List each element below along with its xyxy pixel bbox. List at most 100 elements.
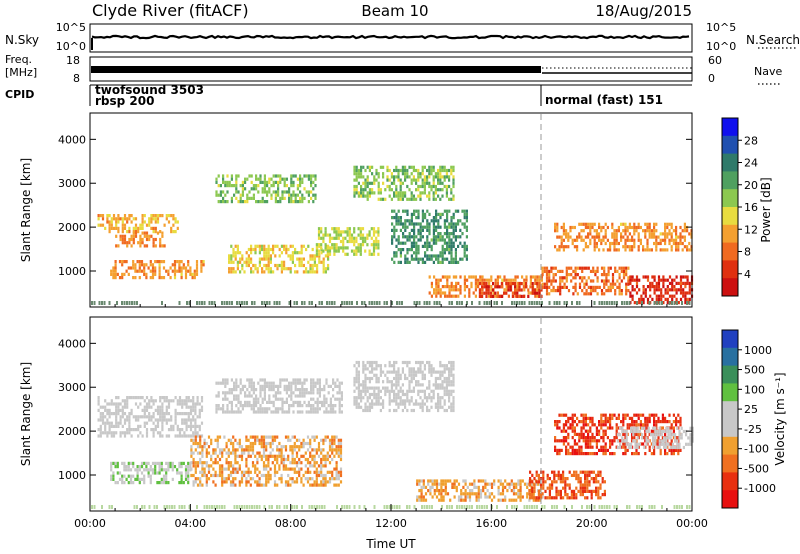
range-gate-cell xyxy=(353,380,356,384)
range-gate-cell xyxy=(295,451,299,455)
range-gate-cell xyxy=(236,267,239,271)
range-gate-cell xyxy=(145,428,149,432)
range-gate-cell xyxy=(318,394,321,398)
range-gate-cell xyxy=(159,230,162,234)
range-gate-cell xyxy=(320,461,323,465)
range-gate-cell xyxy=(684,291,687,295)
range-gate-cell xyxy=(143,234,146,238)
range-gate-cell xyxy=(123,402,127,406)
range-gate-cell xyxy=(140,477,144,481)
range-gate-cell xyxy=(181,421,184,425)
range-gate-cell xyxy=(485,278,488,282)
range-gate-cell xyxy=(272,404,275,408)
range-gate-cell xyxy=(241,193,244,197)
range-gate-cell xyxy=(558,235,561,239)
range-gate-cell xyxy=(277,391,280,395)
range-gate-cell xyxy=(646,248,649,252)
range-gate-cell xyxy=(267,247,270,252)
range-gate-cell xyxy=(288,407,291,411)
range-gate-cell xyxy=(386,380,389,384)
range-gate-cell xyxy=(603,266,606,270)
range-gate-cell xyxy=(337,483,340,487)
colorbar-tick-label: 16 xyxy=(744,201,758,214)
range-gate-cell xyxy=(441,251,444,255)
range-gate-cell xyxy=(307,391,310,395)
range-gate-cell xyxy=(299,410,302,414)
range-gate-cell xyxy=(236,441,239,446)
range-gate-cell xyxy=(91,301,93,305)
range-gate-cell xyxy=(428,172,431,176)
range-gate-cell xyxy=(269,270,272,274)
range-gate-cell xyxy=(451,482,454,486)
range-gate-cell xyxy=(490,278,493,282)
range-gate-cell xyxy=(556,452,559,456)
range-gate-cell xyxy=(170,226,173,230)
range-gate-cell xyxy=(377,197,380,201)
range-gate-cell xyxy=(121,477,124,481)
range-gate-cell xyxy=(296,177,299,181)
range-gate-cell xyxy=(450,232,453,236)
range-gate-cell xyxy=(388,168,391,173)
range-gate-cell xyxy=(333,301,336,305)
range-gate-cell xyxy=(267,464,270,468)
range-gate-cell xyxy=(350,236,354,240)
range-gate-cell xyxy=(444,479,447,483)
range-gate-cell xyxy=(646,301,650,305)
range-gate-cell xyxy=(145,263,148,267)
range-gate-cell xyxy=(273,435,277,439)
range-gate-cell xyxy=(668,238,671,242)
range-gate-cell xyxy=(537,477,540,481)
range-gate-cell xyxy=(198,424,201,428)
range-gate-cell xyxy=(115,415,118,419)
range-gate-cell xyxy=(247,473,250,478)
range-gate-cell xyxy=(463,209,466,213)
range-gate-cell xyxy=(484,482,487,486)
range-gate-cell xyxy=(158,468,161,472)
range-gate-cell xyxy=(265,454,268,458)
range-gate-cell xyxy=(666,285,669,289)
range-gate-cell xyxy=(437,405,440,409)
range-gate-cell xyxy=(353,383,356,387)
range-gate-cell xyxy=(637,238,640,242)
range-gate-cell xyxy=(600,238,603,242)
range-gate-cell xyxy=(160,465,163,469)
range-gate-cell xyxy=(170,428,173,432)
range-gate-cell xyxy=(393,408,396,413)
range-gate-cell xyxy=(566,477,569,481)
range-gate-cell xyxy=(272,381,275,385)
range-gate-cell xyxy=(138,269,141,273)
range-gate-cell xyxy=(390,188,393,192)
range-gate-cell xyxy=(448,380,451,384)
range-gate-cell xyxy=(145,421,149,425)
range-gate-cell xyxy=(294,384,297,388)
range-gate-cell xyxy=(507,294,510,298)
range-gate-cell xyxy=(603,480,606,484)
range-gate-cell xyxy=(556,426,559,430)
range-gate-cell xyxy=(282,454,285,458)
range-gate-cell xyxy=(397,175,400,179)
range-gate-cell xyxy=(487,285,490,289)
range-gate-cell xyxy=(279,384,282,388)
range-gate-cell xyxy=(170,424,173,428)
range-gate-cell xyxy=(439,197,442,201)
range-gate-cell xyxy=(592,489,595,493)
range-gate-cell xyxy=(241,263,244,268)
range-gate-cell xyxy=(302,454,305,458)
range-gate-cell xyxy=(339,470,343,474)
range-gate-cell xyxy=(234,254,237,258)
range-gate-cell xyxy=(371,181,374,185)
range-gate-cell xyxy=(271,435,274,439)
range-gate-cell xyxy=(448,168,451,173)
range-gate-cell xyxy=(104,415,107,419)
range-gate-cell xyxy=(481,285,484,289)
range-gate-cell xyxy=(426,248,429,252)
range-gate-cell xyxy=(631,248,634,252)
range-gate-cell xyxy=(187,412,190,416)
range-gate-cell xyxy=(377,389,380,393)
range-gate-cell xyxy=(230,177,233,181)
range-gate-cell xyxy=(288,384,291,388)
range-gate-cell xyxy=(437,392,440,397)
range-gate-cell xyxy=(551,470,554,474)
range-gate-cell xyxy=(585,289,588,293)
range-gate-cell xyxy=(313,480,316,484)
